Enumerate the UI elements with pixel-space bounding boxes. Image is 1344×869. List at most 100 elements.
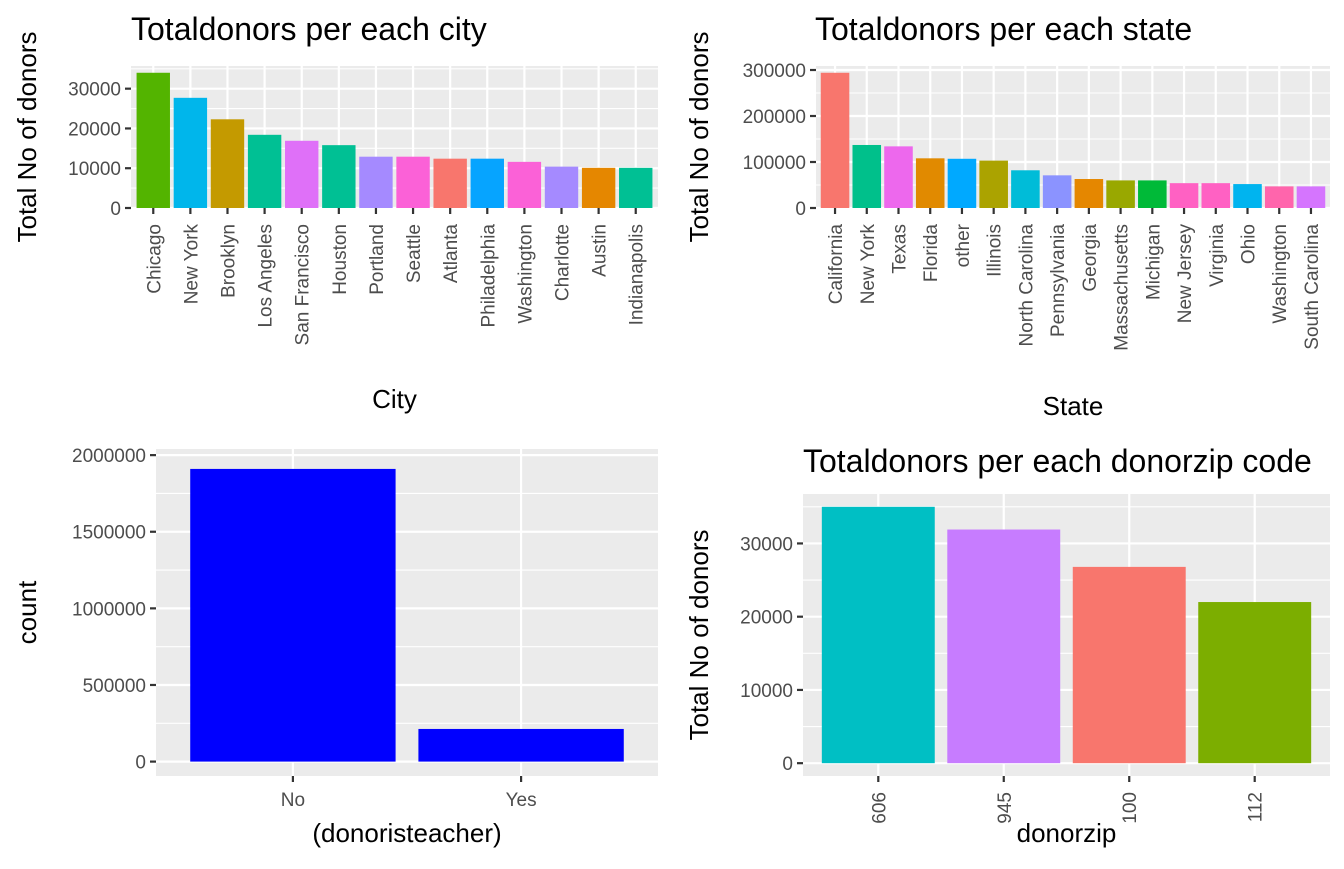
bar-california [820,72,850,208]
bar-massachusetts [1106,180,1135,208]
bar-seattle [396,156,430,208]
bar-brooklyn [210,119,245,208]
bar-michigan [1138,180,1167,208]
chart-title: Totaldonors per each donorzip code [803,443,1312,479]
bar-san-francisco [285,140,319,208]
bar-ohio [1233,184,1262,208]
bar-washington [1264,186,1294,208]
y-tick-label: 10000 [740,681,793,702]
y-tick-label: 2000000 [72,446,146,467]
chart-city: 0 10000 20000 30000 Chicago New York Brooklyn L… [12,11,658,414]
x-tick-label: Seattle [404,224,425,283]
x-tick-label: Austin [590,224,611,277]
x-tick-label: Georgia [1080,224,1101,292]
chart-state: 0 100000 200000 300000 California New York Tex… [684,11,1330,421]
x-tick-label: Charlotte [553,224,574,301]
x-tick-label: Michigan [1143,224,1164,300]
bar-florida [915,158,945,208]
bar-los-angeles [247,134,282,208]
bar-houston [322,145,356,208]
x-tick-label: Philadelphia [478,224,499,328]
x-tick-label: Virginia [1207,224,1228,287]
x-tick-label: Florida [921,224,942,283]
y-tick-label: 200000 [743,107,806,128]
y-tick-label: 1500000 [72,523,146,544]
x-tick-label: 606 [869,792,890,824]
y-tick-label: 20000 [740,608,793,629]
x-tick-label: Pennsylvania [1048,224,1069,337]
bar-112 [1198,602,1312,764]
x-axis-title: (donoristeacher) [312,818,501,848]
y-tick-label: 10000 [68,159,121,180]
y-tick-label: 500000 [83,676,146,697]
bar-austin [581,167,616,208]
y-axis-title: Total No of donors [684,529,714,740]
bar-south-carolina [1296,186,1326,208]
chart-title: Totaldonors per each state [815,11,1192,47]
bar-new-jersey [1169,183,1199,208]
x-tick-label: Los Angeles [256,224,277,328]
bar-portland [359,156,393,208]
x-tick-label: Washington [1270,224,1291,324]
bar-606 [821,506,935,764]
x-tick-label: South Carolina [1302,224,1323,350]
y-axis-title: count [12,580,42,644]
bar-945 [947,529,1061,764]
bar-pennsylvania [1042,175,1072,208]
panel-background [131,66,658,208]
y-tick-label: 0 [135,753,146,774]
x-tick-label: New York [858,224,879,305]
bar-new-york [852,144,882,208]
bar-texas [884,146,913,208]
chart-teacher: 0 500000 1000000 1500000 2000000 No Yes(donori… [12,446,658,848]
x-tick-label: Indianapolis [627,224,648,325]
bar-chicago [136,72,170,208]
x-tick-label: 112 [1246,792,1267,822]
x-tick-label: San Francisco [293,224,314,345]
bar-no [190,468,396,762]
chart-title: Totaldonors per each city [131,11,487,47]
x-tick-label: California [826,224,847,305]
x-tick-label: Texas [889,224,910,274]
x-tick-label: 100 [1120,792,1141,824]
x-axis-title: City [372,384,417,414]
y-tick-label: 100000 [743,153,806,174]
bar-indianapolis [619,167,653,208]
x-axis-title: State [1043,391,1104,421]
x-tick-label: Portland [367,224,388,295]
bar-georgia [1074,179,1104,208]
bar-100 [1072,566,1186,764]
bar-yes [418,728,624,762]
chart-zip: 0 10000 20000 30000 606 945 100 112 Totaldonors … [684,443,1330,848]
y-tick-label: 300000 [743,61,806,82]
y-tick-label: 1000000 [72,599,146,620]
x-tick-label: Chicago [144,224,165,294]
y-tick-label: 30000 [740,534,793,555]
bar-illinois [979,160,1008,208]
y-tick-label: 0 [110,199,121,220]
bar-virginia [1201,183,1231,208]
bar-philadelphia [470,158,504,208]
x-tick-label: Illinois [985,224,1006,277]
bar-washington [507,161,542,208]
x-tick-label: Brooklyn [218,224,239,298]
x-axis-title: donorzip [1017,818,1117,848]
x-tick-label: Atlanta [441,224,462,284]
bar-charlotte [544,166,579,208]
y-tick-label: 0 [782,754,793,775]
x-tick-label: No [281,790,305,811]
x-tick-label: Houston [330,224,351,295]
x-tick-label: Yes [506,790,537,811]
x-tick-label: North Carolina [1016,224,1037,347]
x-tick-label: other [953,223,974,267]
x-tick-label: 945 [995,792,1016,824]
bar-other [947,158,977,208]
x-tick-label: Ohio [1239,224,1260,264]
y-axis-title: Total No of donors [684,31,714,242]
y-tick-label: 30000 [68,80,121,101]
bar-atlanta [433,158,467,208]
bar-north-carolina [1011,170,1040,208]
bar-new-york [173,97,208,208]
y-axis-title: Total No of donors [12,31,42,242]
